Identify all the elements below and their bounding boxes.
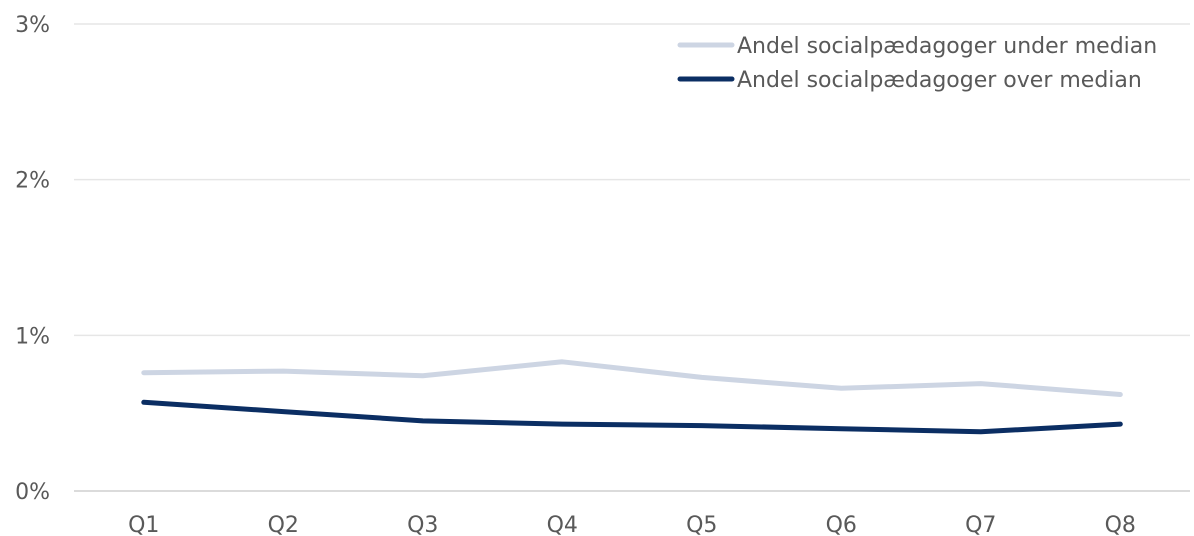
x-tick-label: Q6 (826, 513, 857, 536)
series-line-2 (141, 399, 1123, 435)
series-lines (141, 359, 1123, 435)
gridlines (74, 23, 1190, 492)
x-tick-label: Q8 (1105, 513, 1136, 536)
y-tick-label: 3% (15, 13, 50, 38)
y-tick-label: 0% (15, 480, 50, 505)
legend: Andel socialpædagoger under median Andel … (677, 34, 1157, 93)
x-tick-label: Q7 (965, 513, 996, 536)
y-tick-label: 1% (15, 324, 50, 349)
y-tick-label: 2% (15, 169, 50, 194)
x-axis-tick-labels: Q1 Q2 Q3 Q4 Q5 Q6 Q7 Q8 (128, 513, 1136, 536)
x-tick-label: Q2 (268, 513, 299, 536)
legend-label: Andel socialpædagoger over median (737, 68, 1142, 93)
legend-label: Andel socialpædagoger under median (737, 34, 1157, 59)
series-line-1 (141, 359, 1123, 397)
y-axis-tick-labels: 0% 1% 2% 3% (15, 13, 50, 505)
x-tick-label: Q5 (686, 513, 717, 536)
x-tick-label: Q4 (547, 513, 578, 536)
x-tick-label: Q1 (128, 513, 159, 536)
x-tick-label: Q3 (407, 513, 438, 536)
